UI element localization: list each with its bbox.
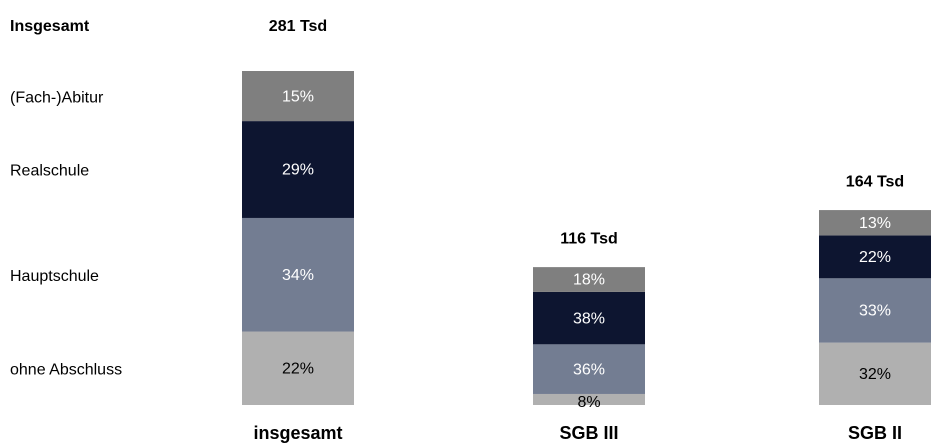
bar-segment — [242, 217, 354, 332]
legend-title: Insgesamt — [10, 18, 90, 35]
total-label: 164 Tsd — [846, 173, 904, 190]
category-label: SGB III — [559, 423, 618, 443]
legend-label: (Fach-)Abitur — [10, 89, 104, 106]
bar-segment — [819, 210, 931, 236]
bar-segment — [819, 278, 931, 343]
value-label: 8% — [577, 394, 600, 411]
bar-segment — [242, 331, 354, 405]
category-label: insgesamt — [253, 423, 342, 443]
legend-label: Realschule — [10, 163, 89, 180]
value-label: 36% — [573, 361, 605, 378]
value-label: 34% — [282, 267, 314, 284]
value-label: 38% — [573, 310, 605, 327]
total-label: 281 Tsd — [269, 18, 327, 35]
bar-segment — [819, 235, 931, 279]
legend-label: ohne Abschluss — [10, 361, 122, 378]
bar-segment — [533, 393, 645, 405]
bar-segment — [242, 71, 354, 122]
bar-segment — [533, 344, 645, 394]
value-label: 29% — [282, 162, 314, 179]
category-label: SGB II — [848, 423, 902, 443]
value-label: 33% — [859, 303, 891, 320]
value-label: 15% — [282, 88, 314, 105]
bar-segment — [533, 291, 645, 345]
bar-segment — [819, 342, 931, 405]
value-label: 22% — [859, 249, 891, 266]
bar-segment — [533, 267, 645, 292]
bar-segment — [242, 121, 354, 218]
value-label: 22% — [282, 360, 314, 377]
value-label: 13% — [859, 215, 891, 232]
value-label: 32% — [859, 366, 891, 383]
total-label: 116 Tsd — [560, 230, 618, 247]
legend-label: Hauptschule — [10, 268, 99, 285]
value-label: 18% — [573, 272, 605, 289]
